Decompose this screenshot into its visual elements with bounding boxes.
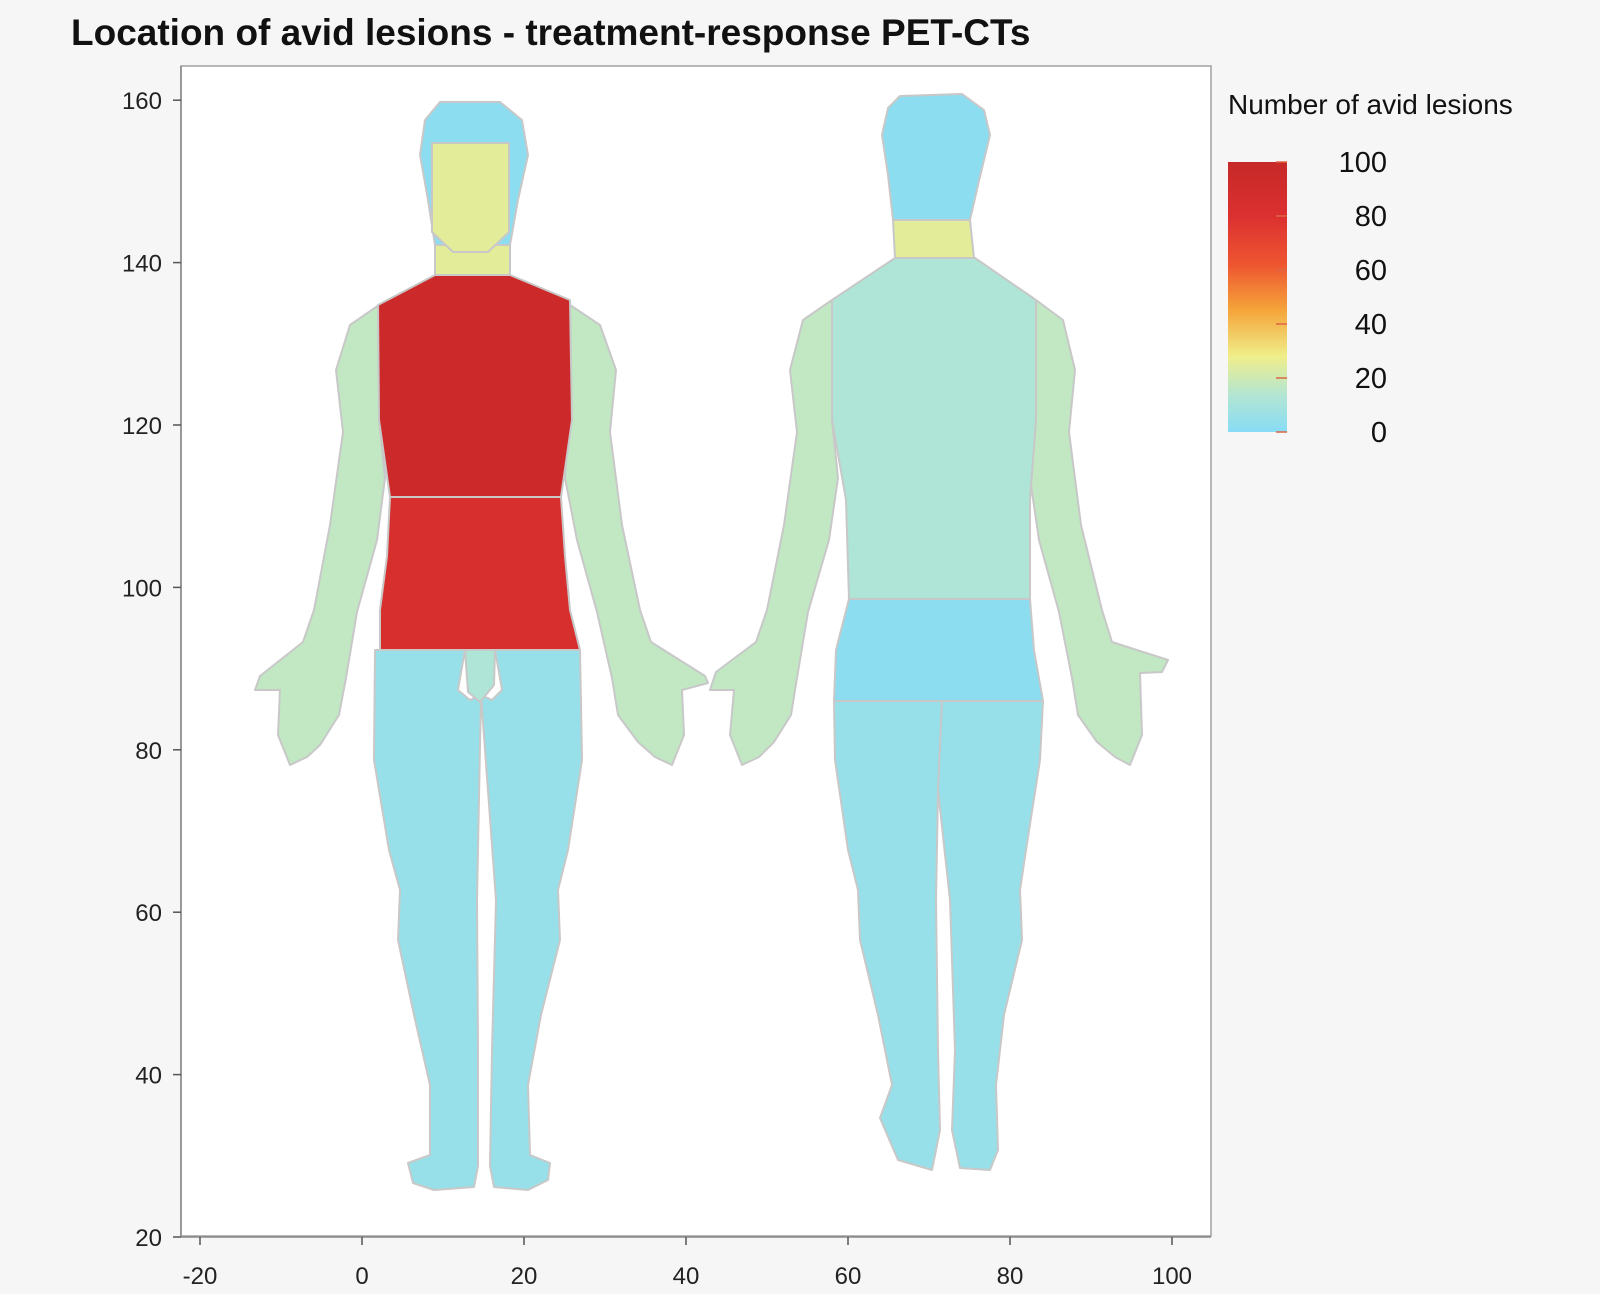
front-legs-region bbox=[373, 649, 583, 1191]
back-figure bbox=[709, 93, 1169, 1171]
front-abdomen-region bbox=[379, 496, 581, 651]
y-tick-label: 40 bbox=[135, 1063, 162, 1090]
x-tick-label: 100 bbox=[1152, 1263, 1192, 1290]
y-tick-label: 120 bbox=[122, 413, 162, 440]
colorbar-legend: Number of avid lesions 100 80 60 40 20 0 bbox=[1228, 89, 1513, 449]
x-tick-label: 40 bbox=[673, 1263, 700, 1290]
front-arms-region bbox=[254, 304, 709, 766]
colorbar-tick-label: 60 bbox=[1355, 255, 1387, 287]
x-tick-label: 20 bbox=[511, 1263, 538, 1290]
plot-area bbox=[180, 65, 1212, 1237]
x-axis: -20 0 20 40 60 80 100 bbox=[181, 1236, 1211, 1290]
colorbar-ticks: 100 80 60 40 20 0 bbox=[1276, 147, 1387, 449]
y-tick-label: 80 bbox=[135, 738, 162, 765]
legend-title: Number of avid lesions bbox=[1228, 89, 1513, 120]
front-face-region bbox=[431, 142, 510, 253]
back-lower-back-region bbox=[833, 598, 1044, 702]
colorbar bbox=[1228, 162, 1287, 432]
back-neck-region bbox=[892, 219, 975, 259]
y-axis: 20 40 60 80 100 120 140 160 bbox=[122, 66, 182, 1252]
colorbar-tick-label: 80 bbox=[1355, 201, 1387, 233]
x-tick-label: -20 bbox=[183, 1263, 218, 1290]
y-tick-label: 140 bbox=[122, 251, 162, 278]
x-tick-label: 0 bbox=[355, 1263, 368, 1290]
x-tick-label: 60 bbox=[835, 1263, 862, 1290]
y-tick-label: 160 bbox=[122, 88, 162, 115]
back-arms-region bbox=[709, 299, 1169, 766]
y-tick-label: 60 bbox=[135, 900, 162, 927]
colorbar-tick-label: 40 bbox=[1355, 309, 1387, 341]
colorbar-tick-label: 0 bbox=[1371, 417, 1387, 449]
back-upper-back-region bbox=[831, 257, 1037, 600]
x-tick-label: 80 bbox=[997, 1263, 1024, 1290]
front-chest-region bbox=[377, 274, 573, 498]
back-head-region bbox=[881, 93, 991, 221]
y-tick-label: 100 bbox=[122, 575, 162, 602]
front-figure bbox=[254, 101, 709, 1191]
colorbar-tick-label: 100 bbox=[1339, 147, 1387, 179]
y-tick-label: 20 bbox=[135, 1225, 162, 1252]
chart-title: Location of avid lesions - treatment-res… bbox=[71, 12, 1031, 53]
colorbar-tick-label: 20 bbox=[1355, 363, 1387, 395]
back-legs-region bbox=[833, 700, 1044, 1171]
